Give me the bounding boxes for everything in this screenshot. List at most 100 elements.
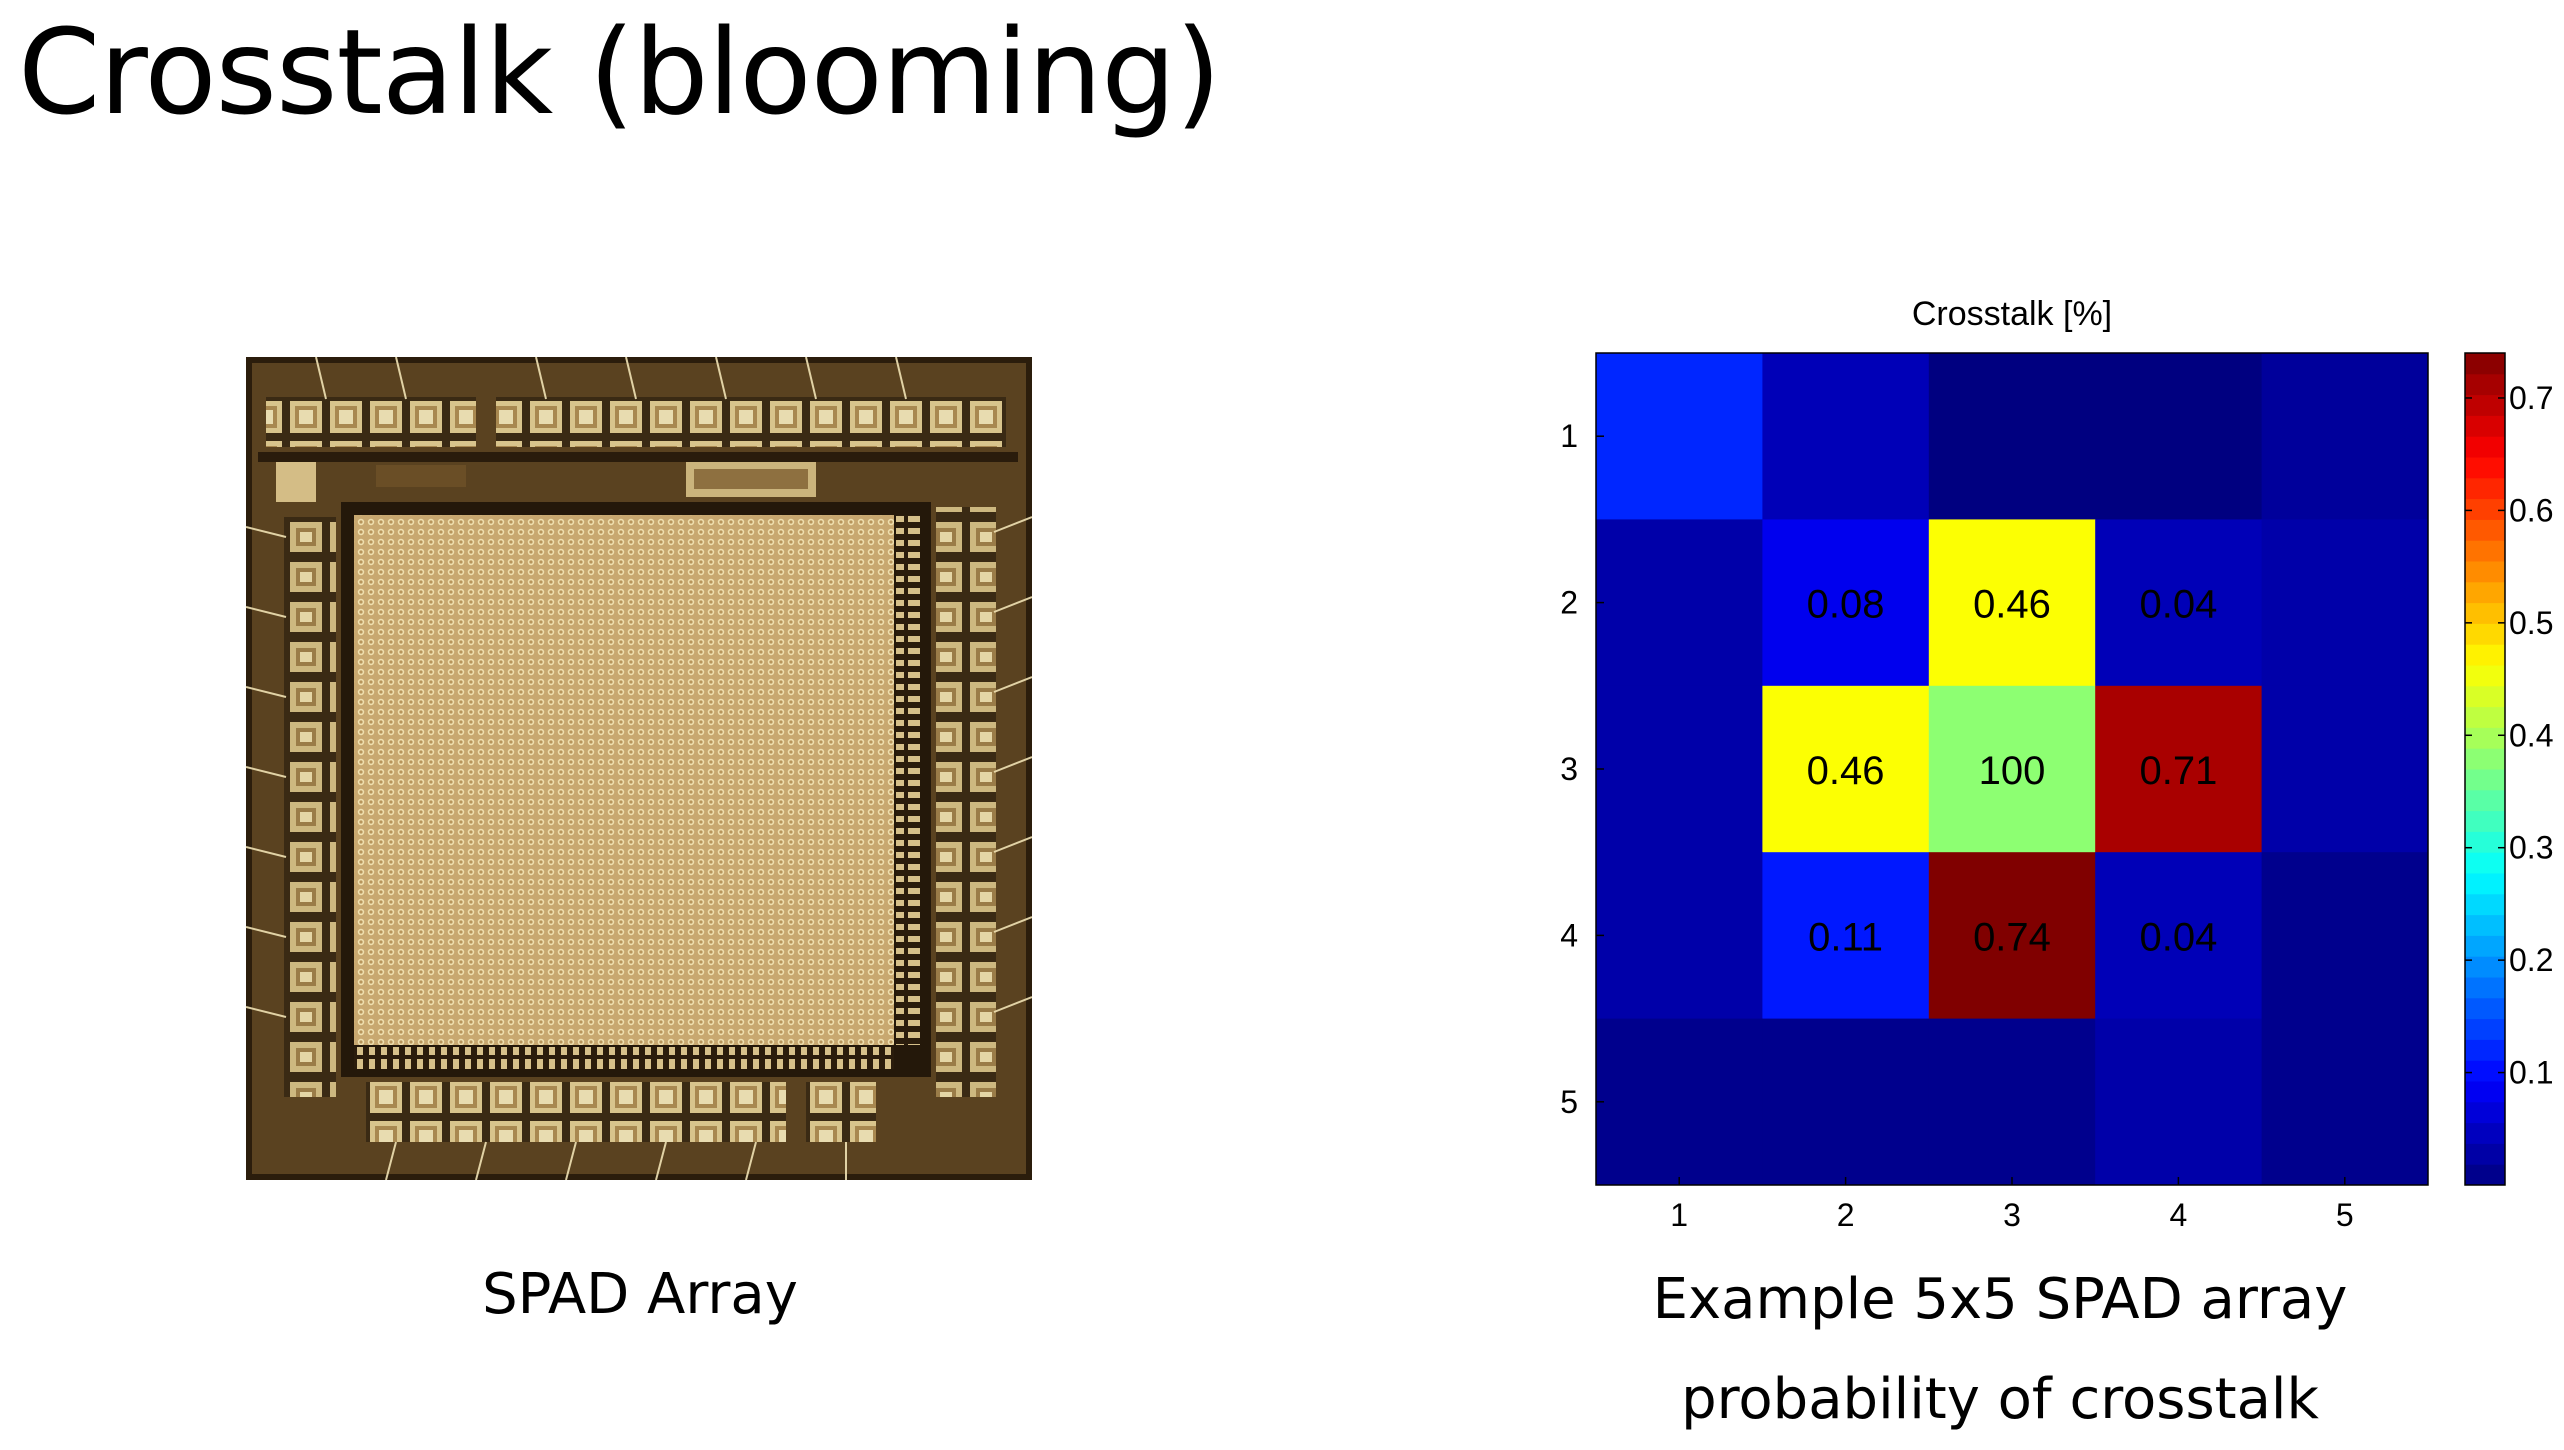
colorbar-band-25 bbox=[2465, 665, 2505, 687]
y-tick-label-2: 2 bbox=[1560, 585, 1578, 621]
heatmap-cell-r1-c1 bbox=[1596, 353, 1763, 520]
colorbar-band-11 bbox=[2465, 956, 2505, 978]
heatmap-cell-r4-c3 bbox=[1928, 852, 2096, 1020]
colorbar-frame bbox=[2464, 352, 2506, 1186]
x-tick-label-3: 3 bbox=[2003, 1197, 2021, 1233]
heatmap-cell-r4-c1 bbox=[1596, 852, 1763, 1020]
heatmap-cell-r1-c3 bbox=[1928, 353, 2096, 520]
cell-label-r2-c2: 0.08 bbox=[1807, 583, 1885, 627]
colorbar-band-17 bbox=[2465, 831, 2505, 853]
colorbar-tick-label-7: 0.7 bbox=[2509, 380, 2553, 416]
cell-label-r3-c3: 100 bbox=[1979, 749, 2046, 793]
colorbar-band-38 bbox=[2465, 394, 2505, 416]
heatmap-cell-r3-c1 bbox=[1596, 685, 1763, 853]
heatmap-cell-r5-c3 bbox=[1928, 1018, 2096, 1186]
colorbar-tick-label-3: 0.3 bbox=[2509, 830, 2553, 866]
colorbar-band-29 bbox=[2465, 581, 2505, 604]
crosstalk-chart-caption: Example 5x5 SPAD array probability of cr… bbox=[1500, 1250, 2500, 1450]
x-tick-label-2: 2 bbox=[1837, 1197, 1855, 1233]
cell-label-r2-c4: 0.04 bbox=[2139, 583, 2217, 627]
heatmap-cell-r4-c5 bbox=[2261, 852, 2429, 1020]
y-tick-label-3: 3 bbox=[1560, 751, 1578, 787]
colorbar-band-27 bbox=[2465, 623, 2505, 645]
colorbar-band-16 bbox=[2465, 852, 2505, 874]
x-tick-label-5: 5 bbox=[2336, 1197, 2354, 1233]
colorbar-band-6 bbox=[2465, 1060, 2505, 1082]
colorbar-band-31 bbox=[2465, 540, 2505, 562]
colorbar-band-35 bbox=[2465, 457, 2505, 479]
cell-label-r4-c2: 0.11 bbox=[1808, 915, 1883, 959]
heatmap-cell-r5-c4 bbox=[2095, 1018, 2263, 1186]
colorbar-tick-label-5: 0.5 bbox=[2509, 605, 2553, 641]
heatmap-cell-r3-c2 bbox=[1762, 685, 1930, 853]
colorbar-band-10 bbox=[2465, 977, 2505, 999]
colorbar-tick-label-6: 0.6 bbox=[2509, 492, 2553, 528]
colorbar-tick-label-4: 0.4 bbox=[2509, 717, 2553, 753]
colorbar-band-24 bbox=[2465, 685, 2505, 708]
chart-title: Crosstalk [%] bbox=[1912, 295, 2112, 333]
y-tick-label-4: 4 bbox=[1560, 917, 1578, 953]
x-tick-label-4: 4 bbox=[2170, 1197, 2188, 1233]
colorbar-band-14 bbox=[2465, 893, 2505, 916]
colorbar-band-40 bbox=[2465, 353, 2505, 375]
colorbar-band-18 bbox=[2465, 810, 2505, 832]
heatmap-cell-r5-c2 bbox=[1762, 1018, 1930, 1186]
colorbar-band-28 bbox=[2465, 602, 2505, 624]
y-tick-label-1: 1 bbox=[1560, 418, 1578, 454]
heatmap-cell-r1-c2 bbox=[1762, 353, 1930, 520]
heatmap-cell-r3-c4 bbox=[2095, 685, 2263, 853]
heatmap-cell-r3-c3 bbox=[1928, 685, 2096, 853]
y-tick-label-5: 5 bbox=[1560, 1084, 1578, 1120]
cell-label-r4-c3: 0.74 bbox=[1973, 915, 2051, 959]
colorbar-band-12 bbox=[2465, 935, 2505, 957]
cell-label-r2-c3: 0.46 bbox=[1973, 583, 2051, 627]
colorbar-band-20 bbox=[2465, 769, 2505, 791]
heatmap-cell-r1-c4 bbox=[2095, 353, 2263, 520]
caption-line-1: Example 5x5 SPAD array bbox=[1652, 1267, 2348, 1332]
colorbar-band-23 bbox=[2465, 706, 2505, 728]
colorbar-tick-label-1: 0.1 bbox=[2509, 1055, 2553, 1091]
colorbar-band-7 bbox=[2465, 1039, 2505, 1061]
colorbar-band-37 bbox=[2465, 415, 2505, 437]
cell-label-r3-c4: 0.71 bbox=[2139, 749, 2217, 793]
colorbar-band-8 bbox=[2465, 1018, 2505, 1040]
spad-array-caption: SPAD Array bbox=[482, 1262, 798, 1327]
colorbar-band-26 bbox=[2465, 644, 2505, 666]
heatmap-cell-r5-c5 bbox=[2261, 1018, 2429, 1186]
heatmap-cell-r3-c5 bbox=[2261, 685, 2429, 853]
heatmap-cell-r2-c1 bbox=[1596, 519, 1763, 687]
colorbar-band-30 bbox=[2465, 561, 2505, 583]
slide-title: Crosstalk (blooming) bbox=[18, 3, 1221, 141]
x-tick-label-1: 1 bbox=[1670, 1197, 1688, 1233]
heatmap-cell-r4-c4 bbox=[2095, 852, 2263, 1020]
colorbar-band-3 bbox=[2465, 1122, 2505, 1144]
heatmap-cell-r2-c4 bbox=[2095, 519, 2263, 687]
colorbar-tick-label-2: 0.2 bbox=[2509, 942, 2553, 978]
spad-array-chip-image bbox=[246, 357, 1032, 1180]
colorbar-band-36 bbox=[2465, 436, 2505, 458]
caption-line-2: probability of crosstalk bbox=[1681, 1367, 2319, 1432]
colorbar-band-1 bbox=[2465, 1164, 2505, 1186]
heatmap-cell-r2-c5 bbox=[2261, 519, 2429, 687]
colorbar-band-2 bbox=[2465, 1143, 2505, 1165]
colorbar-band-39 bbox=[2465, 373, 2505, 396]
colorbar-band-5 bbox=[2465, 1081, 2505, 1103]
colorbar-band-34 bbox=[2465, 477, 2505, 500]
heatmap-cell-r2-c3 bbox=[1928, 519, 2096, 687]
colorbar-band-32 bbox=[2465, 519, 2505, 541]
colorbar-band-9 bbox=[2465, 997, 2505, 1020]
colorbar-band-21 bbox=[2465, 748, 2505, 770]
heatmap-cell-r1-c5 bbox=[2261, 353, 2429, 520]
colorbar-band-33 bbox=[2465, 498, 2505, 520]
cell-label-r4-c4: 0.04 bbox=[2139, 915, 2217, 959]
crosstalk-heatmap: Crosstalk [%]0.08 0.46 0.040.46 100 0.710.11… bbox=[1560, 295, 2553, 1233]
colorbar-band-19 bbox=[2465, 789, 2505, 812]
cell-label-r3-c2: 0.46 bbox=[1807, 749, 1885, 793]
heatmap-cell-r2-c2 bbox=[1762, 519, 1930, 687]
colorbar-band-13 bbox=[2465, 914, 2505, 936]
colorbar-band-4 bbox=[2465, 1101, 2505, 1124]
colorbar-band-15 bbox=[2465, 873, 2505, 895]
heatmap-cell-r4-c2 bbox=[1762, 852, 1930, 1020]
heatmap-cell-r5-c1 bbox=[1596, 1018, 1763, 1186]
colorbar-band-22 bbox=[2465, 727, 2505, 749]
